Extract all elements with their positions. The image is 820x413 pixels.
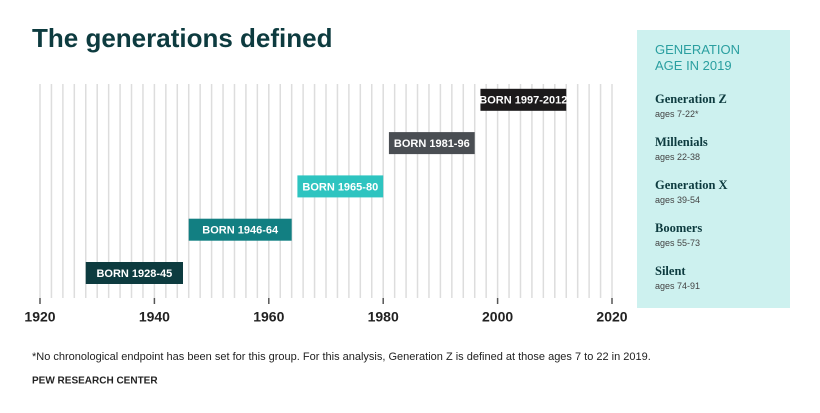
sidebar-item: Millenials ages 22-38: [655, 135, 780, 178]
sidebar-title: GENERATION AGE IN 2019: [655, 42, 740, 73]
item-ages: ages 7-22*: [655, 109, 699, 119]
item-ages: ages 55-73: [655, 238, 701, 248]
chart-title: The generations defined: [32, 23, 333, 53]
x-tick-label: 1960: [253, 309, 284, 325]
bar: [480, 88, 567, 111]
sidebar: GENERATION AGE IN 2019 Generation Z ages …: [637, 30, 790, 308]
bar: [85, 262, 183, 284]
sidebar-item: Generation X ages 39-54: [655, 178, 780, 221]
bar-label: BORN 1981-96: [394, 138, 470, 150]
x-tick-label: 2020: [596, 309, 627, 325]
sidebar-item: Silent ages 74-91: [655, 264, 780, 307]
item-name: Boomers: [655, 221, 703, 235]
sidebar-item: Boomers ages 55-73: [655, 221, 780, 264]
bar: [297, 175, 384, 198]
item-ages: ages 39-54: [655, 195, 701, 205]
bar-label: BORN 1946-64: [202, 225, 279, 237]
x-tick-label: 2000: [482, 309, 513, 325]
item-name: Silent: [655, 264, 686, 278]
bar-label: BORN 1928-45: [96, 268, 172, 280]
source: PEW RESEARCH CENTER: [32, 376, 158, 387]
bar-label: BORN 1997-2012: [479, 95, 567, 107]
item-ages: ages 22-38: [655, 152, 701, 162]
x-tick-label: 1940: [139, 309, 170, 325]
item-name: Generation X: [655, 178, 728, 192]
bar-label: BORN 1965-80: [302, 181, 378, 193]
bar: [388, 132, 475, 155]
sidebar-items: Generation Z ages 7-22* Millenials ages 22-…: [655, 92, 780, 307]
item-name: Generation Z: [655, 92, 727, 106]
x-tick-label: 1980: [368, 309, 399, 325]
item-name: Millenials: [655, 135, 708, 149]
sidebar-item: Generation Z ages 7-22*: [655, 92, 780, 135]
bar: [188, 218, 292, 241]
item-ages: ages 74-91: [655, 281, 701, 291]
x-tick-label: 1920: [24, 309, 55, 325]
footnote: *No chronological endpoint has been set …: [32, 351, 651, 363]
